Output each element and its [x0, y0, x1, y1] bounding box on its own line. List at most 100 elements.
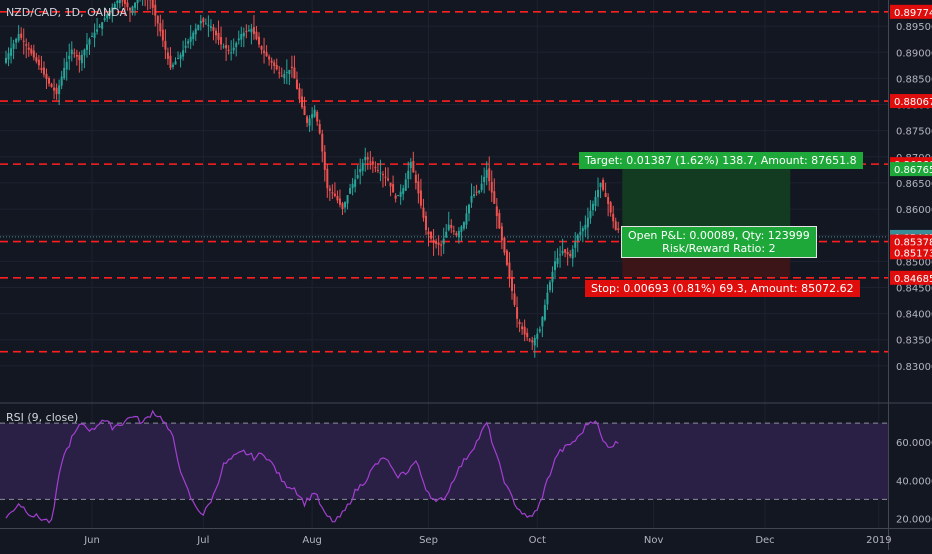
candle-body [182, 50, 184, 56]
price-label: 0.88067 [894, 97, 932, 108]
candle-body [316, 112, 318, 122]
target-label[interactable]: Target: 0.01387 (1.62%) 138.7, Amount: 8… [579, 152, 863, 169]
candle-body [551, 272, 553, 282]
candle-body [293, 68, 295, 79]
open-pnl-text: Open P&L: 0.00089, Qty: 123999 [628, 229, 810, 242]
candle-body [584, 225, 586, 230]
candle-body [268, 56, 270, 59]
candle-body [207, 25, 209, 26]
candle-body [271, 61, 273, 63]
candle-body [240, 34, 242, 40]
candle-body [218, 33, 220, 40]
candle-body [592, 204, 594, 210]
candle-body [567, 252, 569, 254]
candle-body [428, 232, 430, 235]
candle-body [71, 50, 73, 55]
candle-body [417, 181, 419, 193]
candle-body [273, 62, 275, 66]
candle-body [498, 213, 500, 228]
candle-body [56, 88, 58, 94]
candle-body [73, 53, 75, 54]
candle-body [152, 0, 154, 8]
candle-body [529, 339, 531, 340]
time-tick-label: Dec [755, 535, 774, 546]
candle-body [187, 41, 189, 44]
candle-body [372, 161, 374, 164]
candle-body [319, 124, 321, 133]
candle-body [422, 208, 424, 218]
candle-body [30, 49, 32, 54]
candle-body [341, 203, 343, 209]
candle-body [306, 117, 308, 123]
candle-body [357, 175, 359, 178]
candle-body [392, 184, 394, 192]
candle-body [91, 36, 93, 37]
candle-body [534, 338, 536, 345]
candle-body [10, 48, 12, 55]
candle-body [76, 55, 78, 57]
candle-body [291, 67, 293, 68]
candle-body [615, 221, 617, 230]
rsi-band [0, 423, 888, 499]
candle-body [511, 277, 513, 291]
candle-body [33, 51, 35, 58]
candle-body [526, 333, 528, 337]
open-pnl-label[interactable]: Open P&L: 0.00089, Qty: 123999 Risk/Rewa… [621, 226, 817, 258]
candle-body [63, 68, 65, 78]
time-tick-label: Nov [644, 535, 664, 546]
candle-body [407, 171, 409, 179]
candle-body [514, 293, 516, 304]
candle-body [197, 25, 199, 30]
candle-body [387, 178, 389, 180]
candle-body [230, 52, 232, 53]
candle-body [569, 254, 571, 256]
candle-body [369, 161, 371, 162]
candle-body [579, 232, 581, 235]
candle-body [225, 45, 227, 48]
candle-body [562, 251, 564, 253]
candle-body [600, 183, 602, 187]
candle-body [610, 202, 612, 212]
candle-body [415, 175, 417, 183]
candle-body [25, 44, 27, 46]
candle-body [116, 1, 118, 3]
candle-body [278, 72, 280, 73]
candle-body [329, 188, 331, 190]
candle-body [314, 110, 316, 117]
candle-body [304, 106, 306, 115]
price-label: 0.85173 [894, 248, 932, 259]
candle-body [154, 5, 156, 16]
candle-body [377, 170, 379, 171]
candle-body [172, 65, 174, 67]
candle-body [263, 51, 265, 53]
candle-body [554, 261, 556, 270]
candle-body [486, 170, 488, 178]
candle-body [258, 37, 260, 45]
candle-body [220, 37, 222, 44]
candle-body [159, 23, 161, 31]
candle-body [617, 228, 619, 230]
candle-body [233, 48, 235, 51]
candle-body [503, 238, 505, 253]
candle-body [51, 84, 53, 87]
candle-body [349, 188, 351, 194]
candle-body [281, 76, 283, 77]
candle-body [253, 27, 255, 34]
candle-body [45, 74, 47, 79]
stop-label[interactable]: Stop: 0.00693 (0.81%) 69.3, Amount: 8507… [585, 280, 860, 297]
candle-body [465, 213, 467, 224]
candle-body [309, 118, 311, 125]
candle-body [572, 249, 574, 258]
candle-body [458, 231, 460, 237]
candle-body [339, 199, 341, 205]
candle-body [195, 29, 197, 34]
candle-body [367, 157, 369, 159]
candle-body [425, 216, 427, 230]
candle-body [519, 322, 521, 324]
candle-body [192, 33, 194, 40]
